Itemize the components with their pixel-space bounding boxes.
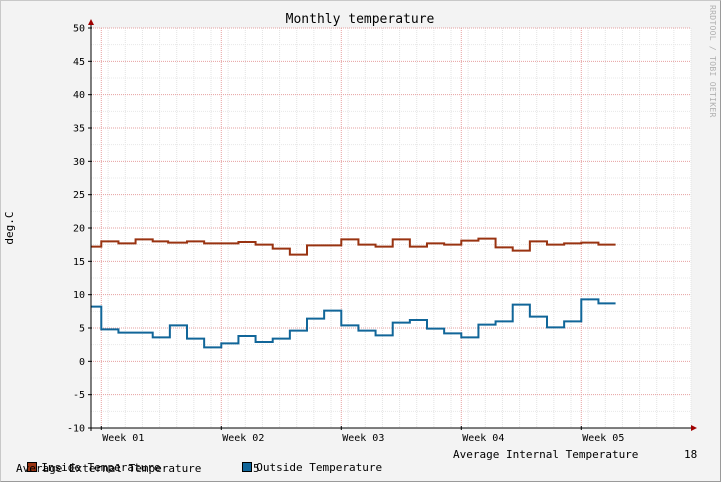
y-tick-label: 10 [73,290,85,301]
series-line-inside [91,237,616,256]
y-tick-label: 25 [73,190,85,201]
grid-lines [90,27,692,429]
y-tick-label: 45 [73,57,85,68]
y-tick-label: 0 [79,357,85,368]
x-tick-label: Week 01 [102,433,144,444]
x-tick-labels: Week 01 Week 02 Week 03 Week 04 Week 05 [100,426,624,444]
x-tick-label: Week 04 [462,433,504,444]
avg-internal-value: 18 [684,448,698,461]
y-tick-label: 40 [73,90,85,101]
watermark: RRDTOOL / TOBI OETIKER [708,5,717,118]
outside-legend-label: Outside Temperature [256,461,383,474]
avg-internal-label: Average Internal Temperature [453,448,639,461]
y-axis-label: deg.C [3,211,16,244]
inside-swatch [27,462,38,472]
x-tick-label: Week 05 [582,433,624,444]
y-tick-label: -5 [73,390,85,401]
y-tick-label: -10 [67,424,85,435]
legend-inside: Inside Temperature [14,448,160,474]
avg-external-value: 5 [253,462,260,475]
avg-external-label: Average External Temperature [16,462,202,475]
y-axis-arrow [88,19,94,25]
y-tick-label: 20 [73,224,85,235]
y-tick-label: 30 [73,157,85,168]
y-tick-label: 15 [73,257,85,268]
series-line-outside [91,298,616,349]
y-tick-label: 50 [73,24,85,35]
outside-swatch [242,462,253,472]
x-axis-arrow [691,425,697,431]
axes [88,19,697,431]
x-tick-label: Week 02 [222,433,264,444]
legend-outside: Outside Temperature [229,448,382,474]
series-layer [91,237,616,349]
x-tick-label: Week 03 [342,433,384,444]
inside-legend-label: Inside Temperature [41,461,161,474]
y-tick-label: 5 [79,324,85,335]
chart-title: Monthly temperature [286,12,435,27]
y-tick-label: 35 [73,124,85,135]
y-tick-labels: -10 -5 0 5 10 15 20 25 30 35 40 45 50 [67,24,92,435]
